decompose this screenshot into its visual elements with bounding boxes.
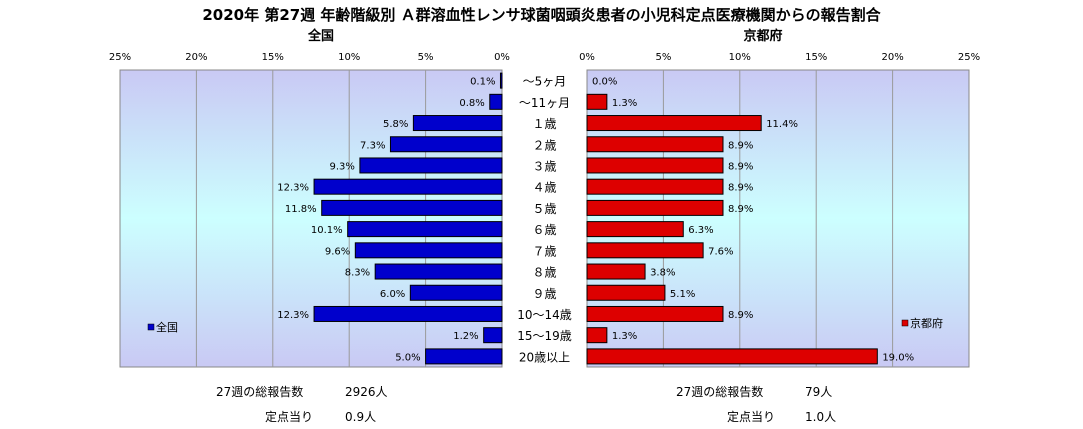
left-bar-data-label: 12.3%	[277, 183, 309, 194]
right-bar	[586, 348, 878, 365]
left-legend-label: 全国	[156, 320, 178, 334]
left-bar	[389, 136, 503, 153]
left-x-tick-label: 10%	[338, 52, 360, 63]
right-bar	[586, 115, 762, 132]
right-x-tick-label: 10%	[729, 52, 751, 63]
right-bar	[586, 136, 724, 153]
right-x-tick-label: 25%	[958, 52, 980, 63]
left-per-value: 0.9人	[345, 410, 377, 424]
right-total-value: 79人	[805, 385, 833, 399]
category-label: 20歳以上	[519, 350, 570, 364]
right-bar	[586, 263, 646, 280]
right-bar-data-label: 7.6%	[708, 246, 733, 257]
right-bar-data-label: 19.0%	[882, 352, 914, 363]
left-bar	[489, 93, 503, 110]
right-x-tick-label: 20%	[881, 52, 903, 63]
category-label: ７歳	[532, 244, 556, 258]
right-bar	[586, 242, 704, 259]
left-bar-data-label: 6.0%	[380, 289, 405, 300]
right-total-label: 27週の総報告数	[676, 385, 764, 399]
left-bar-data-label: 0.1%	[470, 77, 495, 88]
right-bar	[586, 221, 684, 238]
category-label: ２歳	[532, 138, 556, 152]
right-legend-swatch	[901, 319, 909, 327]
right-bar-data-label: 11.4%	[766, 119, 798, 130]
category-label: ４歳	[532, 181, 556, 195]
left-bar	[359, 157, 503, 174]
left-bar	[412, 115, 503, 132]
left-bar-data-label: 8.3%	[345, 268, 370, 279]
right-bar-data-label: 1.3%	[612, 331, 637, 342]
left-bar-data-label: 12.3%	[277, 310, 309, 321]
left-bar	[409, 284, 503, 301]
right-bar	[586, 178, 724, 195]
right-bar-data-label: 8.9%	[728, 183, 753, 194]
left-bar-data-label: 9.3%	[329, 161, 354, 172]
category-label: ～11ヶ月	[519, 96, 570, 110]
left-total-value: 2926人	[345, 385, 388, 399]
left-bar	[321, 199, 503, 216]
left-bar-data-label: 9.6%	[325, 246, 350, 257]
left-bar	[347, 221, 503, 238]
right-per-label: 定点当り	[727, 410, 776, 424]
left-bar	[374, 263, 503, 280]
right-bar-data-label: 8.9%	[728, 161, 753, 172]
right-bar	[586, 305, 724, 322]
category-label: ９歳	[532, 287, 556, 301]
right-bar-data-label: 8.9%	[728, 310, 753, 321]
left-bar-data-label: 5.0%	[395, 352, 420, 363]
left-bar	[354, 242, 503, 259]
category-label: １歳	[532, 117, 556, 131]
right-per-value: 1.0人	[805, 410, 837, 424]
category-label: ３歳	[532, 159, 556, 173]
left-bar	[483, 327, 503, 344]
right-legend-label: 京都府	[910, 316, 943, 330]
chart-title: 2020年 第27週 年齢階級別 Ａ群溶血性レンサ球菌咽頭炎患者の小児科定点医療…	[202, 6, 881, 24]
right-bar-data-label: 8.9%	[728, 140, 753, 151]
left-per-label: 定点当り	[265, 410, 314, 424]
right-x-tick-label: 15%	[805, 52, 827, 63]
right-bar-data-label: 3.8%	[650, 268, 675, 279]
category-label: 10～14歳	[517, 308, 572, 322]
category-label: ８歳	[532, 266, 556, 280]
right-x-tick-label: 0%	[579, 52, 595, 63]
left-legend-swatch	[147, 323, 155, 331]
left-bar	[313, 305, 503, 322]
right-bar-data-label: 0.0%	[592, 77, 617, 88]
left-bar	[313, 178, 503, 195]
right-panel-subtitle: 京都府	[743, 28, 782, 44]
left-bar	[499, 72, 503, 89]
category-label: ～5ヶ月	[523, 75, 567, 89]
left-panel-subtitle: 全国	[307, 28, 334, 44]
left-bar-data-label: 7.3%	[360, 140, 385, 151]
right-bar-data-label: 5.1%	[670, 289, 695, 300]
left-x-tick-label: 0%	[494, 52, 510, 63]
category-label: ６歳	[532, 223, 556, 237]
right-bar	[586, 157, 724, 174]
left-total-label: 27週の総報告数	[216, 385, 304, 399]
right-bar	[586, 284, 666, 301]
left-x-tick-label: 5%	[418, 52, 434, 63]
right-bar	[586, 327, 608, 344]
left-bar-data-label: 0.8%	[459, 98, 484, 109]
left-x-tick-label: 20%	[185, 52, 207, 63]
left-bar-data-label: 11.8%	[285, 204, 317, 215]
right-bar-data-label: 8.9%	[728, 204, 753, 215]
left-x-tick-label: 25%	[109, 52, 131, 63]
left-bar-data-label: 5.8%	[383, 119, 408, 130]
left-bar	[425, 348, 503, 365]
right-bar	[586, 199, 724, 216]
right-x-tick-label: 5%	[655, 52, 671, 63]
right-bar	[586, 93, 608, 110]
right-bar-data-label: 6.3%	[688, 225, 713, 236]
left-x-tick-label: 15%	[262, 52, 284, 63]
left-bar-data-label: 10.1%	[311, 225, 343, 236]
right-bar-data-label: 1.3%	[612, 98, 637, 109]
category-label: ５歳	[532, 202, 556, 216]
category-label: 15～19歳	[517, 329, 572, 343]
left-bar-data-label: 1.2%	[453, 331, 478, 342]
